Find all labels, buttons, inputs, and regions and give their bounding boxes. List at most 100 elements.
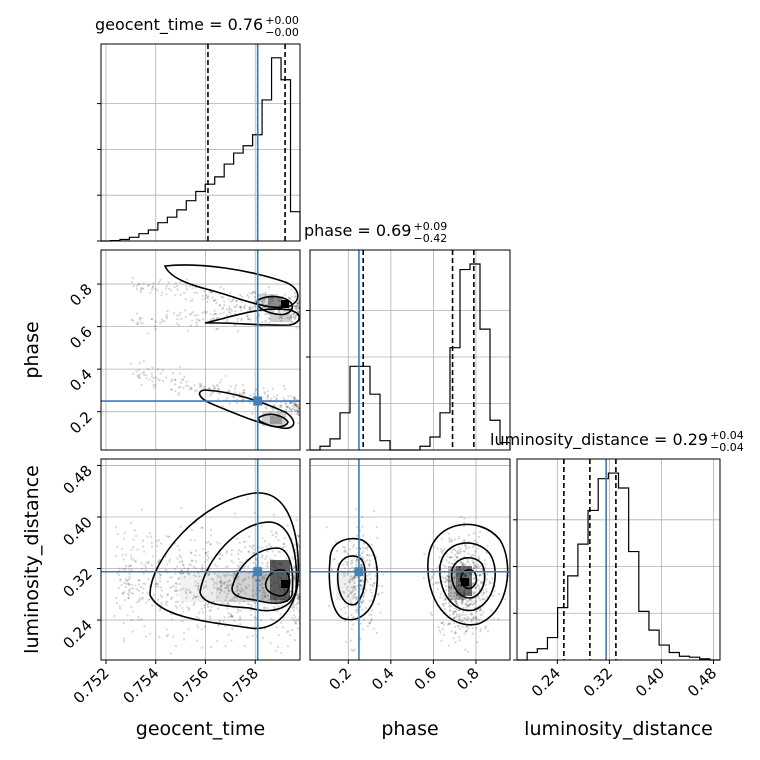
panel-phase-vs-geocent-time-sample-360: [290, 412, 293, 416]
panel-luminosity-distance-vs-geocent-time-sample-786: [292, 609, 296, 612]
panel-luminosity-distance-vs-geocent-time-sample-882: [137, 615, 140, 618]
panel-luminosity-distance-vs-geocent-time-sample-211: [224, 624, 227, 628]
panel-luminosity-distance-vs-phase-sample-499: [485, 590, 488, 594]
panel-luminosity-distance-vs-geocent-time-sample-573: [290, 617, 294, 620]
panel-phase-vs-geocent-time-sample-493: [138, 318, 141, 321]
panel-luminosity-distance-vs-phase-sample-319: [453, 632, 456, 635]
panel-phase-vs-geocent-time-sample-575: [170, 388, 173, 391]
panel-phase-vs-geocent-time-sample-417: [138, 373, 141, 376]
panel-phase-vs-geocent-time-sample-699: [217, 392, 220, 395]
panel-luminosity-distance-vs-phase-sample-18: [466, 604, 469, 607]
panel-luminosity-distance-vs-phase-sample-727: [370, 543, 374, 546]
panel-luminosity-distance-vs-phase-sample-551: [456, 573, 459, 576]
panel-luminosity-distance-vs-geocent-time-sample-766: [224, 645, 227, 648]
panel-phase-vs-geocent-time-sample-105: [288, 406, 291, 409]
panel-luminosity-distance-vs-phase-sample-2: [471, 626, 475, 630]
panel-luminosity-distance-vs-geocent-time-sample-120: [238, 602, 241, 605]
panel-luminosity-distance-vs-phase-sample-536: [454, 602, 458, 605]
panel-luminosity-distance-vs-geocent-time-sample-832: [274, 599, 277, 602]
panel-luminosity-distance-vs-geocent-time-sample-592: [236, 537, 239, 540]
panel-phase-vs-geocent-time-sample-678: [261, 302, 264, 305]
panel-luminosity-distance-vs-phase-sample-516: [484, 563, 487, 566]
panel-phase-vs-geocent-time-sample-464: [206, 300, 209, 303]
panel-luminosity-distance-vs-phase-sample-298: [359, 579, 362, 582]
panel-luminosity-distance-vs-phase-sample-301: [447, 586, 450, 589]
panel-luminosity-distance-vs-phase-sample-47: [497, 618, 500, 621]
panel-luminosity-distance-vs-geocent-time-sample-387: [243, 644, 246, 648]
panel-luminosity-distance-vs-geocent-time-sample-122: [182, 610, 185, 613]
panel-luminosity-distance-vs-phase-sample-454: [469, 603, 472, 606]
panel-luminosity-distance-vs-geocent-time-sample-236: [292, 573, 295, 577]
panel-luminosity-distance-vs-phase-sample-355: [473, 586, 476, 589]
panel-luminosity-distance-vs-geocent-time-sample-520: [226, 607, 229, 610]
panel-luminosity-distance-vs-geocent-time-sample-898: [218, 620, 221, 624]
panel-luminosity-distance-vs-geocent-time-sample-688: [227, 583, 231, 587]
panel-luminosity-distance-vs-geocent-time-sample-872: [211, 592, 214, 595]
panel-luminosity-distance-vs-phase-sample-851: [480, 582, 483, 585]
panel-phase-vs-geocent-time-sample-339: [278, 412, 281, 416]
panel-phase-vs-geocent-time-sample-365: [136, 374, 139, 377]
panel-luminosity-distance-vs-phase-sample-349: [447, 561, 450, 564]
panel-luminosity-distance-vs-phase-sample-848: [490, 609, 493, 612]
panel-luminosity-distance-vs-geocent-time-sample-694: [144, 582, 147, 586]
panel-phase-vs-geocent-time-sample-517: [145, 374, 148, 377]
panel-luminosity-distance-vs-geocent-time-sample-478: [283, 595, 287, 599]
panel-luminosity-distance-vs-phase-sample-379: [453, 599, 456, 602]
panel-phase-vs-geocent-time-sample-494: [239, 305, 242, 308]
panel-luminosity-distance-vs-geocent-time-sample-633: [126, 579, 129, 582]
panel-luminosity-distance-vs-geocent-time-sample-188: [218, 591, 221, 595]
panel-luminosity-distance-vs-geocent-time-sample-373: [138, 598, 141, 601]
panel-luminosity-distance-vs-geocent-time-sample-307: [220, 585, 223, 588]
panel-luminosity-distance-vs-geocent-time-sample-424: [137, 583, 141, 586]
panel-luminosity-distance-vs-phase-sample-635: [455, 614, 459, 617]
panel-phase-vs-geocent-time-sample-486: [185, 380, 188, 383]
panel-luminosity-distance-vs-phase-sample-708: [461, 564, 464, 567]
panel-luminosity-distance-vs-geocent-time-sample-781: [261, 576, 264, 579]
panel-phase-vs-geocent-time-sample-313: [268, 301, 271, 304]
panel-luminosity-distance-vs-phase-sample-59: [459, 566, 462, 569]
panel-luminosity-distance-vs-phase-sample-19: [353, 648, 356, 651]
panel-phase-vs-geocent-time-sample-59: [209, 318, 213, 321]
panel-luminosity-distance-vs-phase-sample-785: [365, 579, 368, 582]
panel-luminosity-distance-vs-geocent-time-sample-78: [244, 592, 247, 595]
panel-luminosity-distance-vs-geocent-time-sample-148: [237, 558, 240, 561]
panel-luminosity-distance-vs-geocent-time-sample-838: [173, 589, 177, 593]
panel-luminosity-distance-vs-phase-sample-375: [477, 585, 480, 588]
panel-luminosity-distance-vs-geocent-time-sample-657: [114, 526, 117, 529]
panel-phase-vs-geocent-time-sample-202: [208, 290, 211, 293]
panel-phase-vs-geocent-time-sample-432: [260, 299, 264, 303]
panel-luminosity-distance-vs-phase-sample-223: [468, 546, 471, 549]
panel-luminosity-distance-vs-phase-sample-140: [441, 621, 444, 625]
panel-luminosity-distance-vs-geocent-time-sample-564: [230, 614, 233, 617]
panel-luminosity-distance-vs-phase-sample-616: [457, 580, 460, 583]
panel-phase-vs-geocent-time-sample-359: [295, 409, 298, 413]
panel-luminosity-distance-vs-phase-sample-764: [465, 606, 468, 609]
panel-phase-vs-geocent-time-sample-614: [282, 310, 285, 313]
panel-luminosity-distance-vs-geocent-time-sample-476: [266, 549, 269, 553]
panel-luminosity-distance-vs-geocent-time-sample-526: [273, 561, 276, 564]
panel-luminosity-distance-vs-geocent-time-sample-50: [214, 582, 218, 585]
panel-luminosity-distance-vs-phase-sample-533: [474, 586, 478, 589]
panel-luminosity-distance-vs-phase-sample-566: [464, 543, 467, 546]
panel-luminosity-distance-vs-geocent-time-sample-554: [178, 604, 182, 608]
panel-phase-vs-geocent-time-sample-548: [297, 302, 300, 305]
panel-luminosity-distance-vs-geocent-time-sample-5: [135, 588, 139, 591]
panel-luminosity-distance-vs-geocent-time-sample-780: [261, 579, 264, 582]
panel-luminosity-distance-vs-phase-sample-175: [481, 568, 484, 571]
panel-phase-vs-geocent-time-sample-44: [159, 278, 162, 281]
panel-luminosity-distance-vs-phase-sample-460: [347, 616, 350, 619]
panel-luminosity-distance-vs-geocent-time-sample-667: [150, 564, 153, 567]
panel-luminosity-distance-vs-phase-sample-856: [354, 610, 358, 614]
panel-luminosity-distance-vs-phase-sample-884: [361, 578, 364, 581]
panel-luminosity-distance-vs-phase-sample-205: [458, 577, 461, 581]
panel-phase-vs-geocent-time-sample-651: [217, 316, 220, 320]
panel-phase-vs-geocent-time-sample-538: [232, 395, 235, 398]
panel-luminosity-distance-vs-phase-sample-115: [377, 593, 381, 596]
panel-luminosity-distance-vs-geocent-time-sample-17: [200, 607, 203, 611]
panel-luminosity-distance-vs-geocent-time-sample-760: [159, 607, 162, 610]
panel-luminosity-distance-vs-phase-sample-791: [474, 565, 477, 568]
panel-luminosity-distance-vs-phase-sample-180: [439, 592, 443, 595]
panel-phase-vs-geocent-time-sample-101: [201, 298, 204, 301]
panel-luminosity-distance-vs-geocent-time-sample-500: [236, 588, 239, 591]
panel-phase-vs-geocent-time-sample-281: [297, 301, 300, 304]
